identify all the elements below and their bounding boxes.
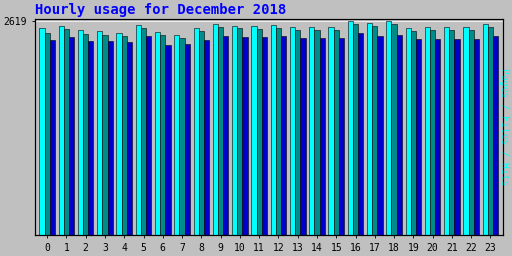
Bar: [463, 27, 468, 235]
Bar: [108, 41, 113, 235]
Bar: [301, 38, 306, 235]
Bar: [232, 26, 237, 235]
Bar: [493, 36, 498, 235]
Bar: [165, 45, 170, 235]
Bar: [136, 25, 141, 235]
Bar: [88, 41, 94, 235]
Bar: [194, 28, 199, 235]
Bar: [450, 30, 455, 235]
Bar: [455, 39, 460, 235]
Bar: [372, 26, 377, 235]
Bar: [78, 30, 83, 235]
Bar: [309, 27, 314, 235]
Bar: [444, 27, 450, 235]
Bar: [276, 28, 281, 235]
Bar: [468, 30, 474, 235]
Bar: [251, 26, 257, 235]
Bar: [174, 35, 180, 235]
Bar: [348, 21, 353, 235]
Bar: [367, 23, 372, 235]
Bar: [416, 39, 421, 235]
Bar: [386, 21, 392, 235]
Bar: [213, 24, 218, 235]
Bar: [218, 27, 223, 235]
Bar: [50, 40, 55, 235]
Bar: [180, 38, 185, 235]
Bar: [262, 37, 267, 235]
Bar: [97, 31, 102, 235]
Bar: [411, 31, 416, 235]
Bar: [392, 24, 397, 235]
Bar: [155, 32, 160, 235]
Bar: [353, 24, 358, 235]
Bar: [295, 30, 301, 235]
Bar: [377, 36, 382, 235]
Bar: [64, 29, 69, 235]
Bar: [204, 40, 209, 235]
Bar: [199, 31, 204, 235]
Bar: [102, 35, 108, 235]
Bar: [45, 33, 50, 235]
Bar: [328, 27, 334, 235]
Bar: [406, 28, 411, 235]
Bar: [127, 42, 132, 235]
Text: Hourly usage for December 2018: Hourly usage for December 2018: [35, 4, 286, 17]
Bar: [425, 27, 430, 235]
Bar: [69, 37, 74, 235]
Bar: [483, 24, 488, 235]
Bar: [83, 34, 88, 235]
Bar: [243, 37, 248, 235]
Bar: [223, 36, 228, 235]
Bar: [290, 27, 295, 235]
Bar: [160, 35, 165, 235]
Bar: [319, 38, 325, 235]
Bar: [146, 36, 152, 235]
Bar: [397, 35, 402, 235]
Bar: [488, 27, 493, 235]
Bar: [257, 29, 262, 235]
Bar: [39, 28, 45, 235]
Bar: [122, 36, 127, 235]
Bar: [271, 25, 276, 235]
Bar: [237, 28, 243, 235]
Bar: [339, 38, 344, 235]
Y-axis label: Pages / Files / Hits: Pages / Files / Hits: [499, 68, 508, 186]
Bar: [474, 39, 479, 235]
Bar: [141, 28, 146, 235]
Bar: [435, 39, 440, 235]
Bar: [334, 30, 339, 235]
Bar: [314, 30, 319, 235]
Bar: [185, 44, 190, 235]
Bar: [116, 33, 122, 235]
Bar: [281, 36, 286, 235]
Bar: [430, 30, 435, 235]
Bar: [358, 33, 364, 235]
Bar: [58, 26, 64, 235]
